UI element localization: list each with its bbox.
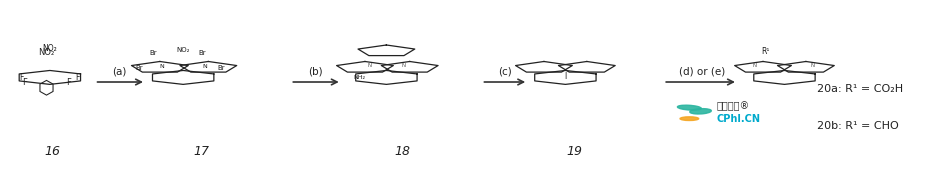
Text: R¹: R¹: [762, 47, 770, 56]
Text: N: N: [367, 63, 372, 68]
Text: (d) or (e): (d) or (e): [680, 66, 726, 76]
Text: Br: Br: [150, 50, 157, 56]
Text: N: N: [401, 63, 405, 68]
Ellipse shape: [690, 109, 712, 114]
Text: Br: Br: [198, 50, 206, 56]
Text: 20a: R¹ = CO₂H: 20a: R¹ = CO₂H: [817, 84, 903, 94]
Text: (b): (b): [309, 66, 323, 76]
Text: (a): (a): [112, 66, 127, 76]
Text: 17: 17: [194, 145, 209, 158]
Circle shape: [680, 117, 698, 121]
Text: N: N: [753, 63, 756, 68]
Text: F: F: [22, 78, 27, 86]
Text: 制药在线®: 制药在线®: [716, 101, 750, 111]
Text: N: N: [202, 64, 207, 69]
Text: 18: 18: [395, 145, 410, 158]
Text: NO₂: NO₂: [38, 48, 54, 57]
Text: F: F: [66, 78, 71, 86]
Text: F: F: [76, 73, 80, 82]
Text: 19: 19: [567, 145, 583, 158]
Text: 20b: R¹ = CHO: 20b: R¹ = CHO: [817, 121, 899, 131]
Text: N: N: [159, 64, 165, 69]
Text: N: N: [811, 63, 814, 68]
Text: NO₂: NO₂: [177, 47, 190, 53]
Text: (c): (c): [498, 66, 511, 76]
Text: F: F: [20, 73, 24, 82]
Text: Br: Br: [218, 65, 225, 71]
Text: NO₂: NO₂: [42, 44, 57, 53]
Ellipse shape: [678, 105, 701, 110]
Text: ⬡: ⬡: [37, 78, 54, 97]
Text: CPhl.CN: CPhl.CN: [716, 114, 760, 124]
Text: 16: 16: [45, 145, 61, 158]
Text: Br: Br: [136, 65, 143, 71]
Text: NH₂: NH₂: [352, 75, 365, 80]
Text: I: I: [564, 72, 567, 81]
